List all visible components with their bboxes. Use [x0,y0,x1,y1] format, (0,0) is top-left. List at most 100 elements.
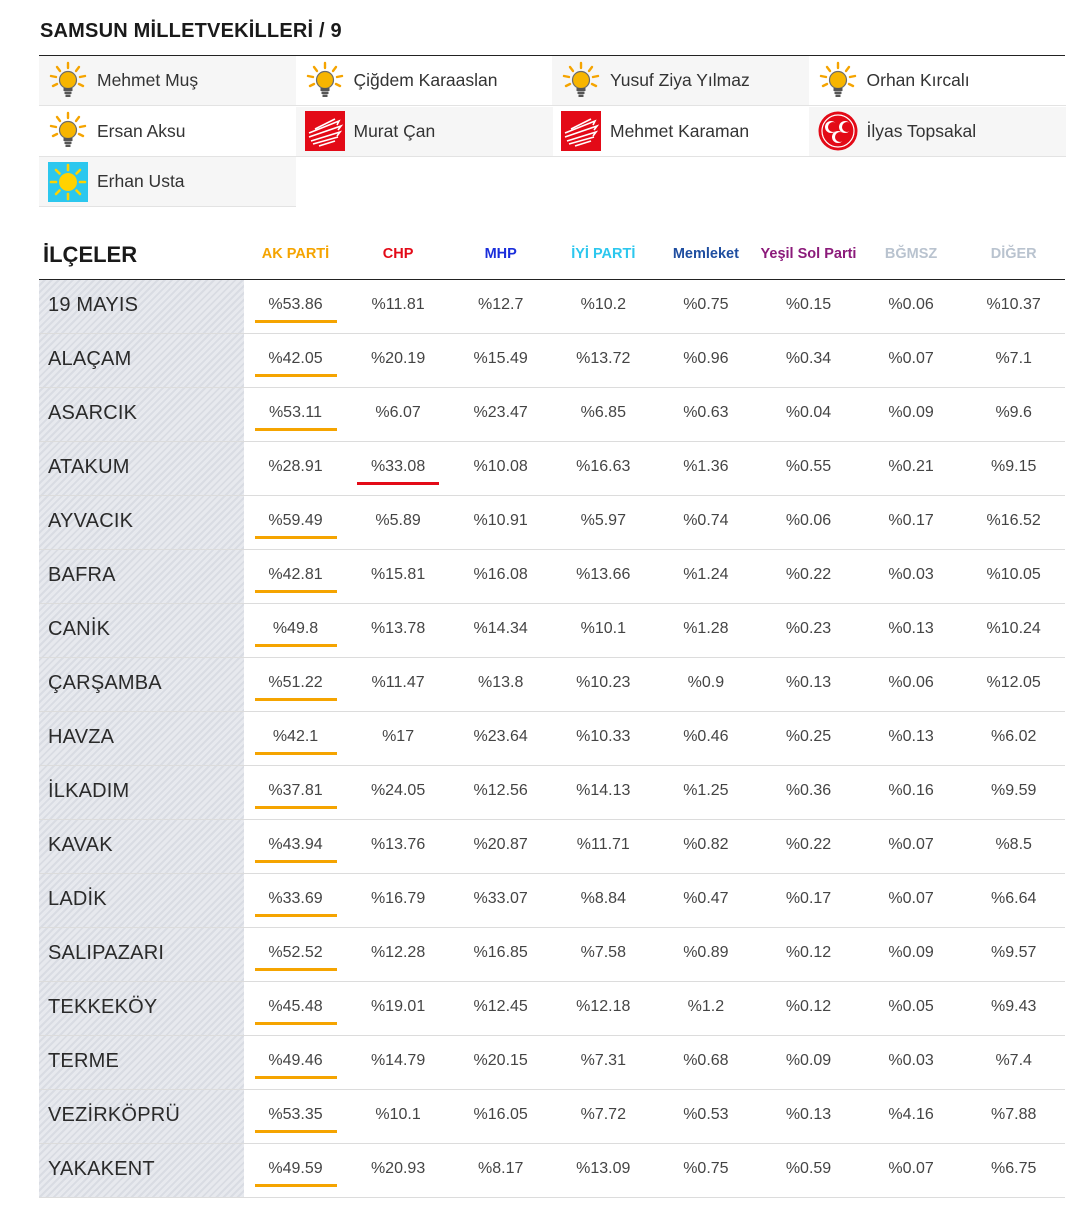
party-logo [305,61,345,101]
party-logo [48,161,88,202]
party-column-header: İYİ PARTİ [571,246,636,262]
vote-share-cell: %20.15 [473,1052,528,1069]
party-logo [48,61,88,101]
vote-share-cell: %0.75 [683,1160,729,1177]
district-name: TERME [48,1050,119,1072]
vote-share-cell: %53.86 [268,296,323,313]
party-column-header: DİĞER [990,246,1037,262]
vote-share-cell: %7.1 [995,350,1032,367]
mp-name: Murat Çan [353,120,436,141]
mp-card: Mehmet Karaman [552,107,809,157]
vote-share-cell: %42.81 [268,566,323,583]
vote-share-cell: %10.05 [986,566,1041,583]
vote-share-cell: %9.15 [991,458,1037,475]
akp-bulb-icon [562,61,600,97]
vote-share-cell: %0.06 [888,296,934,313]
vote-share-cell: %0.03 [888,1052,934,1069]
vote-share-cell: %10.1 [375,1106,421,1123]
vote-share-cell: %0.03 [888,566,934,583]
vote-share-cell: %23.64 [473,728,528,745]
table-row: ATAKUM %28.91 %33.08 %10.08 %16.63 %1.36 %0.55… [39,442,1065,496]
table-row: VEZİRKÖPRÜ %53.35 %10.1 %16.05 %7.72 %0.53 %0.… [39,1090,1065,1144]
vote-share-cell: %9.59 [991,782,1037,799]
vote-share-cell: %0.36 [785,782,832,799]
vote-share-cell: %12.56 [473,782,528,799]
akp-bulb-icon [49,61,87,97]
vote-share-cell: %8.84 [580,890,626,907]
vote-share-cell: %11.71 [576,836,630,853]
vote-share-cell: %23.47 [473,404,528,421]
vote-share-cell: %0.75 [683,296,729,313]
winner-underline [254,536,337,539]
mp-name: Çiğdem Karaaslan [353,70,498,90]
vote-share-cell: %11.47 [371,674,425,691]
district-column-pattern [39,280,244,1198]
winner-underline [254,1022,337,1025]
table-row: BAFRA %42.81 %15.81 %16.08 %13.66 %1.24 %0.22%… [39,550,1065,604]
table-row: İLKADIM %37.81 %24.05 %12.56 %14.13 %1.25 %0.3… [39,766,1065,820]
vote-share-cell: %0.09 [888,944,934,961]
chp-arrows-icon [561,111,601,151]
vote-share-cell: %13.8 [478,674,524,691]
vote-share-cell: %17 [382,728,415,745]
winner-underline [254,968,337,971]
vote-share-cell: %16.52 [986,512,1041,529]
vote-share-cell: %0.16 [888,782,934,799]
mp-name: Erhan Usta [97,171,185,191]
mp-card: Mehmet Muş [39,56,296,106]
vote-share-cell: %9.43 [991,998,1037,1015]
vote-share-cell: %1.28 [683,620,729,637]
vote-share-cell: %15.81 [370,566,426,583]
mp-name: Orhan Kırcalı [866,70,970,90]
mp-card: Orhan Kırcalı [808,56,1066,106]
table-row: YAKAKENT %49.59 %20.93 %8.17 %13.09 %0.75 %0.5… [39,1144,1065,1198]
mhp-crescents-icon [818,111,857,151]
party-logo [818,111,858,151]
vote-share-cell: %13.66 [576,566,631,583]
vote-share-cell: %10.1 [580,620,626,637]
vote-share-cell: %45.48 [268,998,323,1015]
vote-share-cell: %51.22 [268,674,323,691]
vote-share-cell: %0.07 [888,1160,934,1177]
vote-share-cell: %6.07 [375,404,421,421]
mp-card: Ersan Aksu [39,107,296,157]
mp-card: Çiğdem Karaaslan [295,56,553,106]
winner-underline [254,428,337,431]
vote-share-cell: %42.1 [272,728,319,745]
vote-share-cell: %0.07 [888,890,934,907]
vote-share-cell: %0.06 [888,674,934,691]
vote-share-cell: %10.23 [576,674,631,691]
vote-share-cell: %0.04 [785,404,832,421]
party-logo [561,111,601,151]
vote-share-cell: %6.85 [580,404,626,421]
district-name: VEZİRKÖPRÜ [48,1104,181,1126]
chp-arrows-icon [304,111,345,151]
vote-share-cell: %6.75 [991,1160,1037,1177]
vote-share-cell: %8.5 [995,836,1032,853]
vote-share-cell: %33.07 [473,890,528,907]
vote-share-cell: %10.08 [473,458,528,475]
party-logo [304,111,345,151]
vote-share-cell: %0.07 [888,836,934,853]
district-name: 19 MAYIS [48,294,139,316]
vote-share-cell: %0.25 [785,728,832,745]
vote-share-cell: %24.05 [370,782,426,799]
district-name: ALAÇAM [48,348,132,370]
winner-underline [254,698,337,701]
vote-share-cell: %11.81 [371,296,425,313]
district-column-header: İLÇELER [43,242,138,267]
vote-share-cell: %28.91 [268,458,323,475]
vote-share-cell: %0.17 [888,512,934,529]
vote-share-cell: %9.57 [991,944,1037,961]
vote-share-cell: %0.55 [785,458,832,475]
vote-share-cell: %53.11 [268,404,323,421]
vote-share-cell: %20.93 [370,1160,426,1177]
winner-underline [254,1130,337,1133]
vote-share-cell: %0.82 [683,836,729,853]
vote-share-cell: %0.59 [785,1160,832,1177]
vote-share-cell: %0.13 [785,674,832,691]
table-row: ASARCIK %53.11 %6.07 %23.47 %6.85 %0.63 %0.04%… [39,388,1065,442]
vote-share-cell: %0.34 [785,350,832,367]
vote-share-cell: %13.09 [576,1160,631,1177]
mp-name: Yusuf Ziya Yılmaz [610,70,750,90]
